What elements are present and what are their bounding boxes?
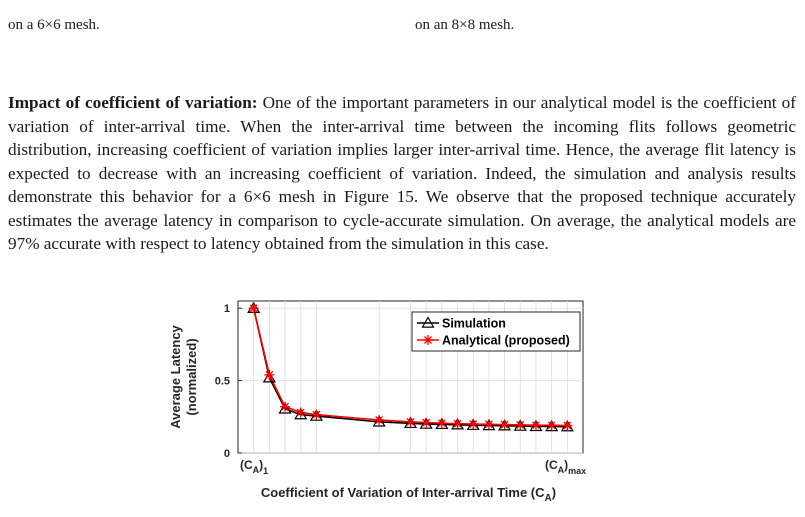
data-point-series-1 [372,415,386,427]
y-tick-label: 1 [224,303,230,315]
y-tick-label: 0.5 [215,376,230,388]
y-tick-label: 0 [224,448,230,460]
data-point-series-1 [278,402,292,414]
legend-marker [423,335,433,345]
caption-fragment-right: on an 8×8 mesh. [415,17,515,33]
x-axis-label: Coefficient of Variation of Inter-arriva… [261,485,556,504]
body-paragraph: Impact of coefficient of variation: One … [8,91,796,256]
data-point-series-1 [294,407,308,420]
data-point-series-2 [374,414,385,425]
data-point-series-2 [468,419,479,430]
data-point-series-2 [280,401,291,412]
data-point-series-2 [499,419,510,430]
data-point-series-2 [546,420,557,431]
legend: Simulation Analytical (proposed) [411,311,581,352]
data-point-series-2 [436,418,447,429]
x-tick-label-last: (CA)max [545,458,586,476]
data-point-series-2 [530,420,541,431]
data-point-series-2 [515,419,526,430]
y-axis-label-line1: Average Latency [168,324,183,428]
legend-box [411,311,581,352]
data-point-series-2 [452,418,463,429]
data-point-series-1 [403,416,418,429]
data-point-series-2 [405,416,416,427]
data-point-series-2 [483,419,494,430]
legend-items: Simulation Analytical (proposed) [417,316,570,348]
data-point-series-2 [295,407,306,418]
data-point-series-2 [421,417,432,428]
caption-fragment-left: on a 6×6 mesh. [8,17,100,33]
data-point-series-2 [311,409,322,420]
legend-marker [421,316,435,328]
data-point-series-1 [419,417,433,429]
x-tick-label-first: (CA)1 [240,458,268,476]
data-point-series-2 [562,420,573,431]
data-point-series-1 [309,409,323,421]
paragraph-heading: Impact of coefficient of variation: [8,93,258,112]
legend-label: Analytical (proposed) [442,334,570,348]
data-point-series-2 [248,303,259,314]
y-ticks: 00.51 [215,303,242,460]
legend-label: Simulation [442,317,506,331]
data-point-series-2 [264,369,275,380]
y-axis-label-line2: (normalized) [184,338,199,415]
paragraph-body: One of the important parameters in our a… [8,93,796,253]
series-layer [247,301,574,432]
